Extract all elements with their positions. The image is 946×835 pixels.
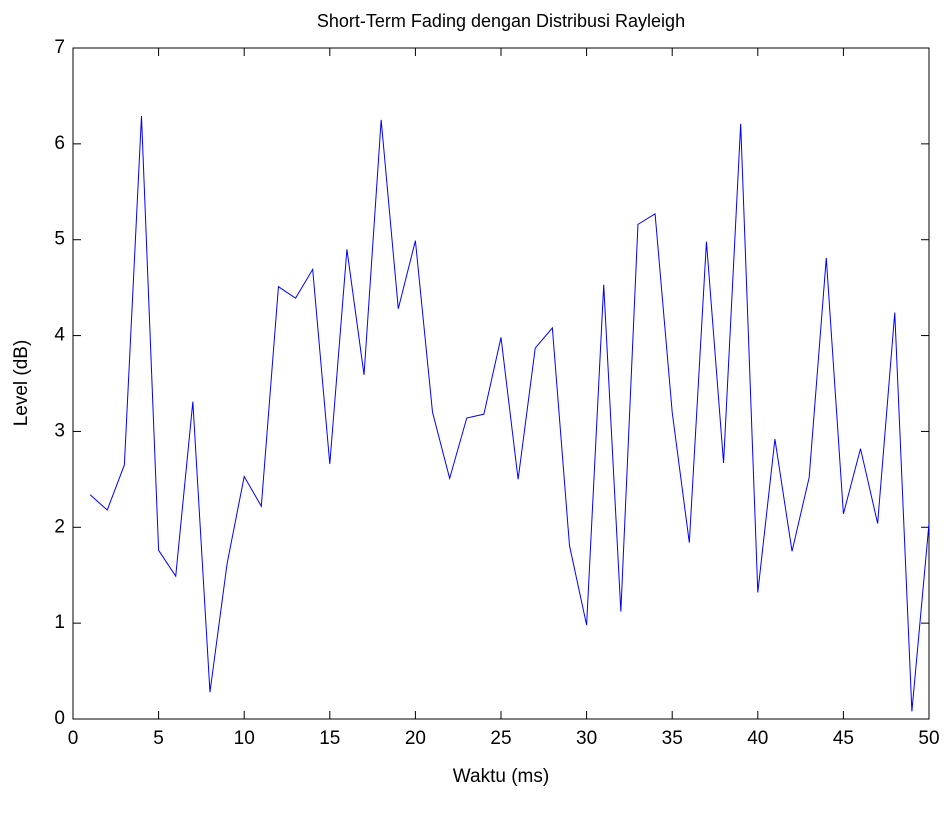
y-tick-label: 2	[54, 516, 65, 537]
plot-frame	[72, 47, 930, 720]
y-tick-label: 0	[54, 708, 65, 729]
data-line	[89, 116, 930, 712]
x-tick-label: 30	[576, 728, 597, 749]
x-axis-label: Waktu (ms)	[453, 766, 549, 787]
x-tick-label: 50	[918, 728, 939, 749]
x-tick-label: 15	[319, 728, 340, 749]
y-tick-label: 6	[54, 133, 65, 154]
y-tick-label: 3	[54, 420, 65, 441]
y-tick-label: 4	[54, 325, 65, 346]
y-axis-label: Level (dB)	[11, 340, 32, 427]
x-tick-label: 25	[490, 728, 511, 749]
x-tick-label: 40	[747, 728, 768, 749]
chart-title: Short-Term Fading dengan Distribusi Rayl…	[317, 11, 685, 31]
x-tick-label: 5	[153, 728, 164, 749]
x-tick-label: 10	[234, 728, 255, 749]
x-tick-label: 0	[68, 728, 79, 749]
x-tick-label: 20	[405, 728, 426, 749]
y-tick-label: 1	[54, 612, 65, 633]
x-tick-label: 45	[833, 728, 854, 749]
x-tick-label: 35	[662, 728, 683, 749]
y-tick-label: 7	[54, 37, 65, 58]
y-tick-label: 5	[54, 229, 65, 250]
